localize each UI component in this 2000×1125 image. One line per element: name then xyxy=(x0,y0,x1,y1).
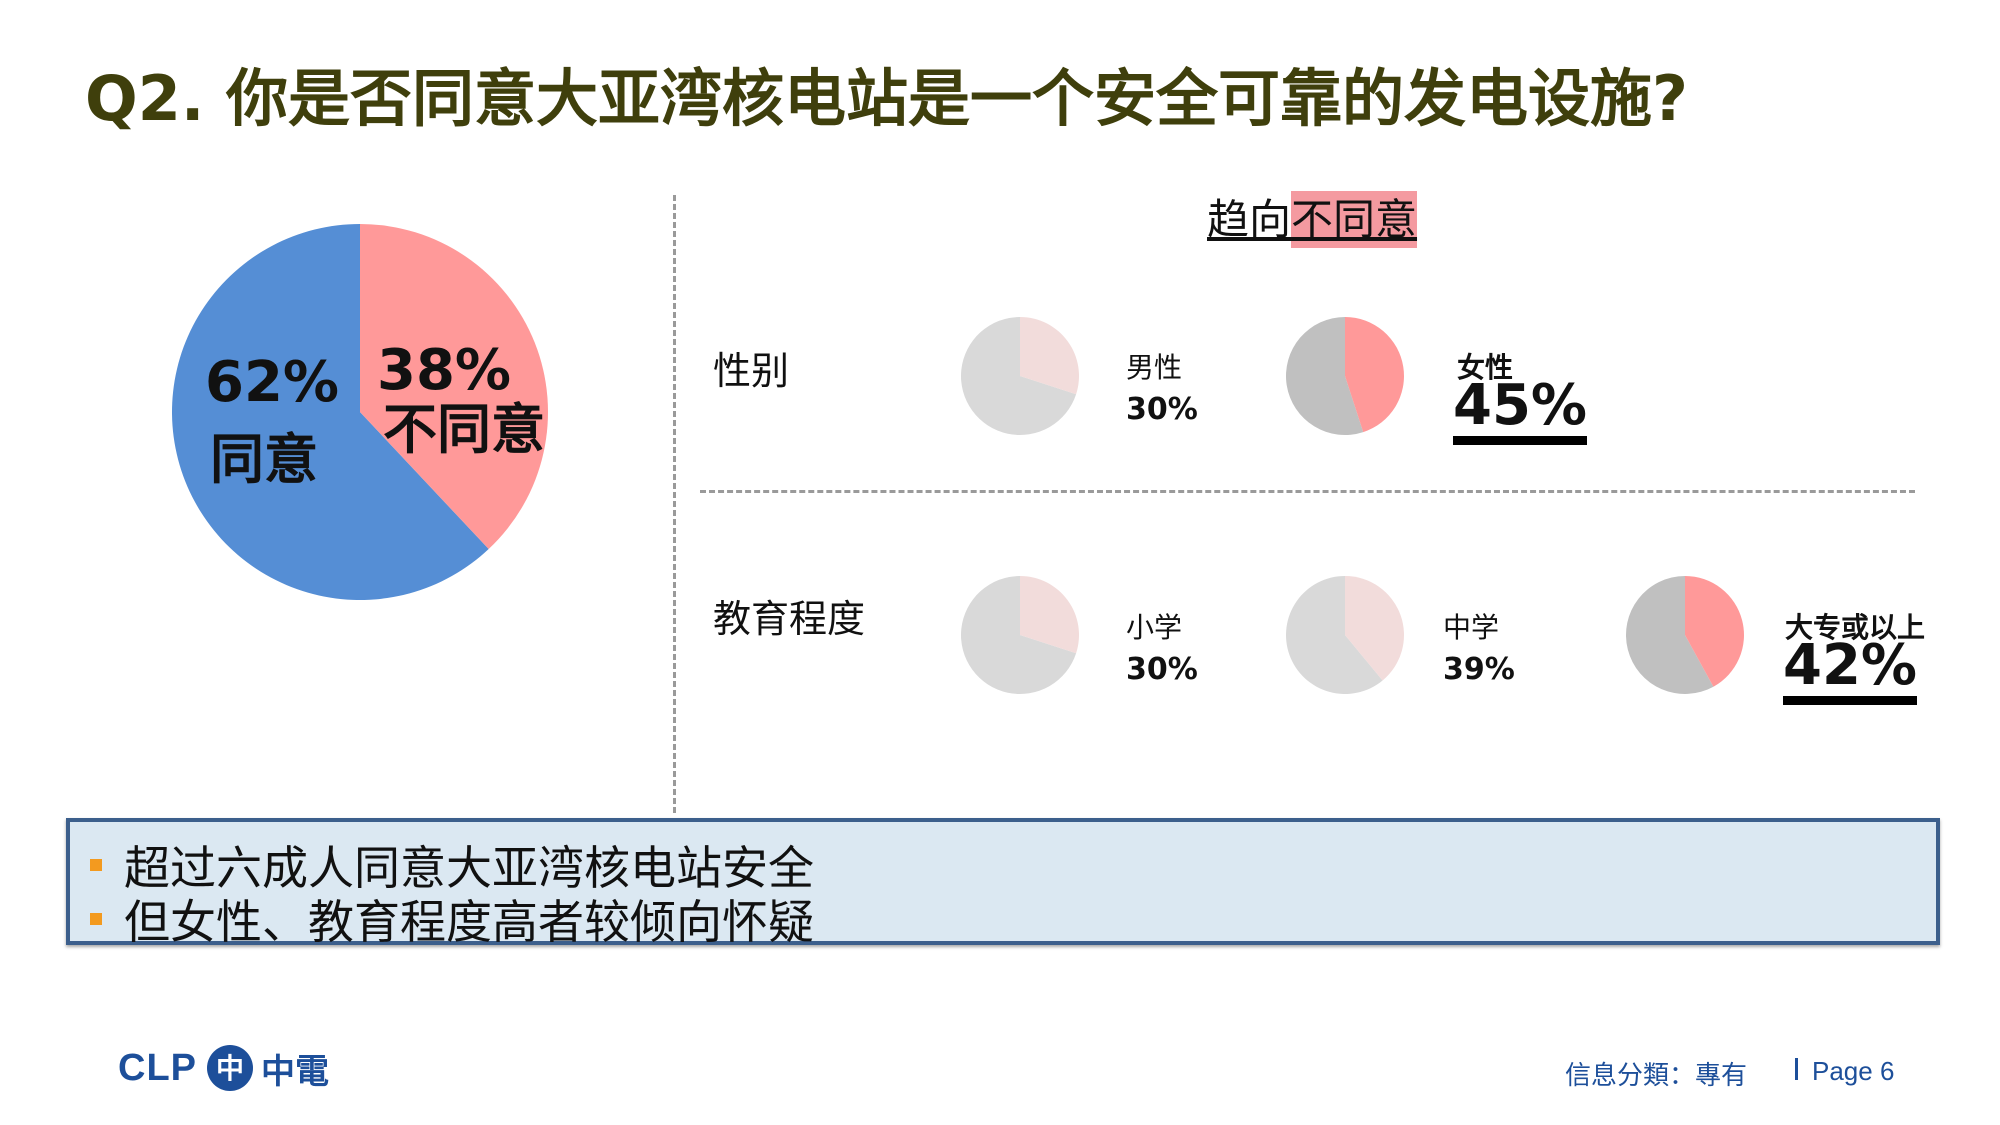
female-label: 女性 xyxy=(1457,351,1514,384)
female-pie xyxy=(1285,317,1404,435)
row-label-gender: 性别 xyxy=(713,349,790,393)
secondary-pie-rest xyxy=(1286,576,1383,694)
company-logo: CLP 中 中電 xyxy=(118,1043,329,1093)
summary-bullet: 超过六成人同意大亚湾核电站安全 xyxy=(90,832,814,898)
classification-label: 信息分類：專有 xyxy=(1565,1061,1748,1091)
subtitle: 趋向不同意 xyxy=(1207,180,1418,260)
pie-slice-disagree xyxy=(360,224,548,550)
primary-pie-value-slice xyxy=(1020,576,1079,654)
disagree-text-label: 不同意 xyxy=(383,398,545,461)
logo-mark-char: 中 xyxy=(216,1052,244,1085)
tertiary-pie xyxy=(1625,576,1744,694)
logo-text: CLP xyxy=(118,1046,197,1089)
female-value: 45% xyxy=(1453,378,1588,445)
secondary-value: 39% xyxy=(1443,652,1515,687)
female-pie-rest xyxy=(1285,317,1364,435)
tertiary-pie-value-slice xyxy=(1685,576,1744,687)
male-label: 男性 xyxy=(1126,351,1183,384)
tertiary-label: 大专或以上 xyxy=(1785,611,1926,644)
secondary-label: 中学 xyxy=(1443,611,1500,644)
summary-box: 超过六成人同意大亚湾核电站安全 但女性、教育程度高者较倾向怀疑 xyxy=(66,818,1940,949)
vertical-divider xyxy=(673,195,676,813)
main-pie-chart xyxy=(171,224,548,600)
primary-pie-rest xyxy=(960,576,1077,694)
subtitle-highlight: 不同意 xyxy=(1291,191,1418,248)
page-title: Q2. 你是否同意大亚湾核电站是一个安全可靠的发电设施? xyxy=(85,62,1688,135)
female-pie-value-slice xyxy=(1345,317,1404,433)
tertiary-value: 42% xyxy=(1783,638,1918,705)
male-pie-value-slice xyxy=(1020,317,1079,395)
summary-bullet-text: 但女性、教育程度高者较倾向怀疑 xyxy=(124,895,814,949)
bullet-square-icon xyxy=(90,859,102,871)
summary-bullet: 但女性、教育程度高者较倾向怀疑 xyxy=(90,886,814,952)
logo-mark-icon: 中 xyxy=(207,1045,253,1091)
horizontal-divider xyxy=(700,490,1915,493)
row-label-education: 教育程度 xyxy=(713,597,866,641)
logo-chinese: 中電 xyxy=(261,1051,329,1092)
pie-slice-agree xyxy=(171,224,489,600)
tertiary-pie-rest xyxy=(1625,576,1714,694)
summary-bullet-text: 超过六成人同意大亚湾核电站安全 xyxy=(124,841,814,895)
disagree-percent-label: 38% xyxy=(377,338,512,403)
male-pie xyxy=(960,317,1079,435)
primary-value: 30% xyxy=(1126,652,1198,687)
primary-label: 小学 xyxy=(1126,611,1183,644)
page-number: Page 6 xyxy=(1812,1056,1895,1086)
bullet-square-icon xyxy=(90,913,102,925)
subtitle-prefix: 趋向 xyxy=(1207,195,1292,244)
footer-separator xyxy=(1795,1058,1798,1080)
male-value: 30% xyxy=(1126,392,1198,427)
male-pie-rest xyxy=(960,317,1077,435)
secondary-pie-value-slice xyxy=(1345,576,1405,681)
agree-text-label: 同意 xyxy=(210,428,318,491)
agree-percent-label: 62% xyxy=(205,350,340,415)
secondary-pie xyxy=(1286,576,1405,694)
primary-pie xyxy=(960,576,1079,694)
